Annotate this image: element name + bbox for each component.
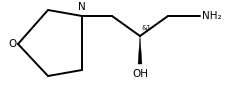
Text: OH: OH — [132, 69, 148, 79]
Text: NH₂: NH₂ — [202, 11, 222, 21]
Polygon shape — [138, 36, 142, 64]
Text: O: O — [9, 39, 17, 49]
Text: N: N — [78, 2, 86, 12]
Text: &1: &1 — [141, 25, 151, 31]
